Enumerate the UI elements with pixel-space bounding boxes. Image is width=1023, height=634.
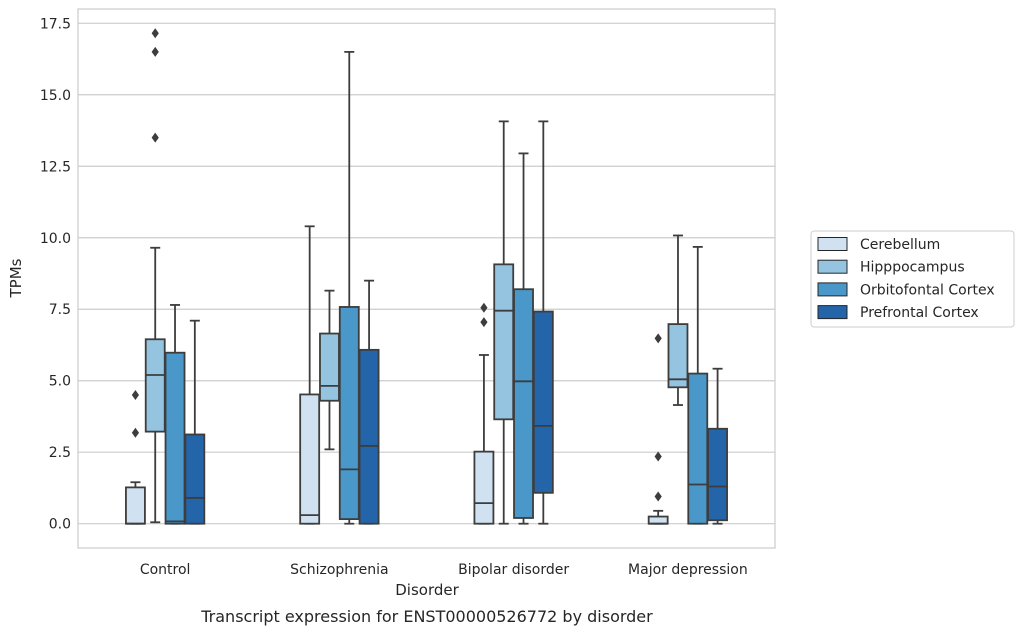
box-body [687, 372, 709, 525]
outlier-point [151, 28, 159, 39]
legend-label: Hipppocampus [860, 260, 965, 276]
legend-swatch [817, 237, 848, 251]
box-body [338, 306, 360, 521]
box-series [125, 28, 728, 525]
outlier-point [654, 491, 662, 502]
outlier-point [151, 132, 159, 143]
box [532, 120, 554, 525]
box [319, 289, 340, 451]
outlier-point [480, 317, 488, 328]
outlier-point [480, 302, 488, 313]
y-tick-label: 5.0 [49, 374, 71, 390]
box [707, 367, 728, 525]
series-prefrontal-cortex [184, 120, 728, 525]
box-body [164, 351, 186, 525]
y-axis-label: TPMs [7, 258, 25, 298]
box [338, 50, 360, 525]
chart-caption: Transcript expression for ENST0000052677… [200, 607, 653, 626]
legend-label: Cerebellum [860, 237, 940, 253]
series-cerebellum [125, 225, 669, 525]
box [647, 333, 669, 525]
y-tick-label: 12.5 [40, 159, 71, 175]
y-axis-ticks: 0.0 2.5 5.0 7.5 10.0 12.5 15.0 17.5 [40, 16, 71, 532]
legend-label: Prefrontal Cortex [860, 305, 979, 321]
legend-swatch [817, 282, 848, 297]
x-tick-label: Control [140, 562, 191, 578]
box-body [319, 332, 340, 402]
box [164, 304, 186, 525]
y-tick-label: 7.5 [49, 302, 71, 318]
y-tick-label: 0.0 [49, 517, 71, 533]
legend-label: Orbitofontal Cortex [860, 282, 995, 298]
outlier-point [151, 46, 159, 57]
box-body [647, 515, 669, 525]
legend-swatch [817, 259, 848, 274]
box-body [532, 310, 554, 494]
x-tick-label: Major depression [628, 562, 748, 578]
box [358, 279, 380, 525]
box-body [299, 393, 321, 525]
box [125, 390, 146, 525]
box-body [473, 450, 495, 525]
x-tick-label: Schizophrenia [290, 562, 388, 578]
box-body [144, 338, 166, 433]
box [513, 152, 534, 525]
box [473, 302, 495, 525]
box-body [513, 288, 534, 519]
box-body [358, 348, 380, 525]
legend-swatch [817, 305, 848, 320]
legend: Cerebellum Hipppocampus Orbitofontal Corte… [810, 230, 1015, 328]
box [687, 246, 709, 525]
outlier-point [131, 390, 140, 401]
box-body [125, 486, 146, 525]
box [667, 234, 689, 406]
series-hipppocampus [144, 28, 689, 525]
x-tick-label: Bipolar disorder [458, 562, 569, 578]
x-axis-ticks: Control Schizophrenia Bipolar disorder Majo… [140, 562, 748, 578]
y-tick-label: 15.0 [40, 88, 71, 104]
outlier-point [131, 427, 140, 438]
box [299, 225, 321, 525]
box [144, 28, 166, 524]
outlier-point [654, 333, 662, 344]
box-body [667, 323, 689, 389]
y-tick-label: 17.5 [40, 16, 71, 32]
legend-frame [810, 230, 1015, 328]
box-body [184, 433, 206, 525]
x-axis-label: Disorder [395, 581, 459, 599]
box-body [707, 427, 728, 522]
box [184, 319, 206, 525]
y-tick-label: 2.5 [49, 445, 71, 461]
outlier-point [654, 451, 662, 462]
series-orbitofontal-cortex [164, 50, 709, 525]
box-body [493, 263, 515, 421]
plot-area-frame [77, 8, 776, 549]
y-tick-label: 10.0 [40, 231, 71, 247]
box [493, 120, 515, 525]
